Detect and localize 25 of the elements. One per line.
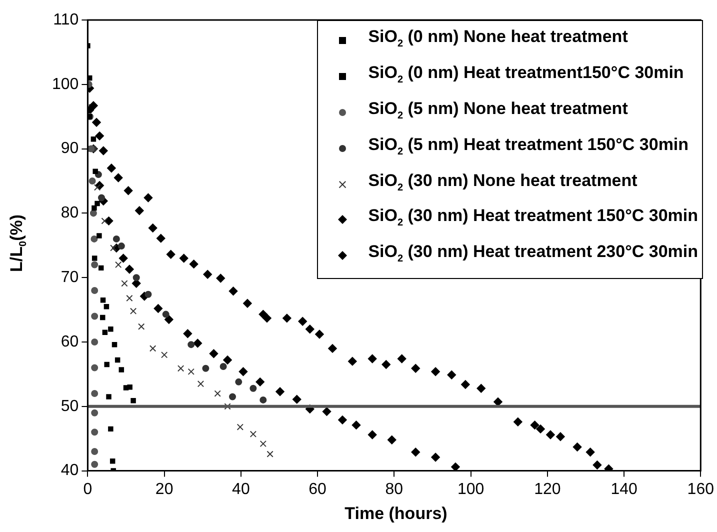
y-tick-label: 80 — [60, 204, 79, 222]
x-tick-label: 100 — [457, 480, 484, 498]
x-tick-label: 20 — [155, 480, 174, 498]
legend-label: SiO$_{2}$ (30 nm) None heat treatment — [368, 170, 638, 195]
y-tick-label: 50 — [60, 398, 79, 415]
x-tick-label: 0 — [83, 480, 92, 498]
y-tick-label: 70 — [60, 269, 79, 286]
legend-label: SiO$_{2}$ (30 nm) Heat treatment 230°C 30min — [368, 241, 698, 267]
x-tick-label: 160 — [687, 480, 714, 498]
y-tick-label: 90 — [60, 140, 79, 158]
legend-label: SiO$_{2}$ (30 nm) Heat treatment 150°C 30min — [368, 205, 698, 231]
y-tick-label: 110 — [53, 11, 79, 28]
x-tick-label: 60 — [308, 480, 327, 498]
y-tick-label: 40 — [60, 462, 79, 480]
legend-label: SiO$_{2}$ (0 nm) Heat treatment150°C 30min — [368, 62, 684, 88]
legend-label: SiO$_{2}$ (0 nm) None heat treatment — [368, 26, 628, 52]
x-tick-label: 140 — [610, 480, 638, 498]
y-tick-label: 60 — [60, 333, 79, 350]
x-tick-label: 80 — [385, 480, 404, 498]
legend-label: SiO$_{2}$ (5 nm) Heat treatment 150°C 30min — [368, 134, 689, 160]
legend-label: SiO$_{2}$ (5 nm) None heat treatment — [368, 98, 628, 124]
x-tick-label: 120 — [534, 480, 561, 498]
y-tick-label: 100 — [52, 76, 79, 93]
x-axis-title: Time (hours) — [344, 504, 448, 524]
x-tick-label: 40 — [232, 480, 250, 498]
